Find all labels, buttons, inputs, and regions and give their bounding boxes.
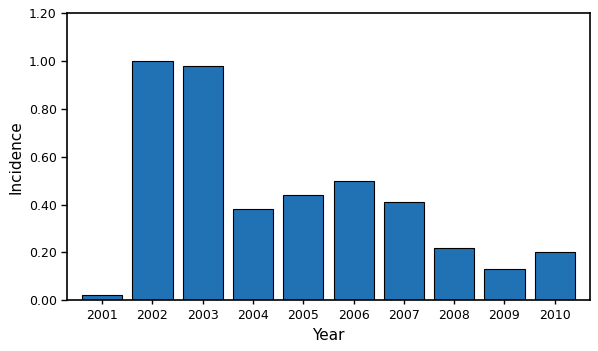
X-axis label: Year: Year [312, 328, 344, 343]
Bar [182, 66, 223, 300]
Bar [334, 181, 374, 300]
Bar [82, 295, 123, 300]
Bar [434, 247, 474, 300]
Y-axis label: Incidence: Incidence [8, 120, 23, 194]
Bar [535, 252, 575, 300]
Bar [132, 61, 173, 300]
Bar [283, 195, 324, 300]
Bar [384, 202, 424, 300]
Bar [233, 209, 273, 300]
Bar [484, 269, 524, 300]
